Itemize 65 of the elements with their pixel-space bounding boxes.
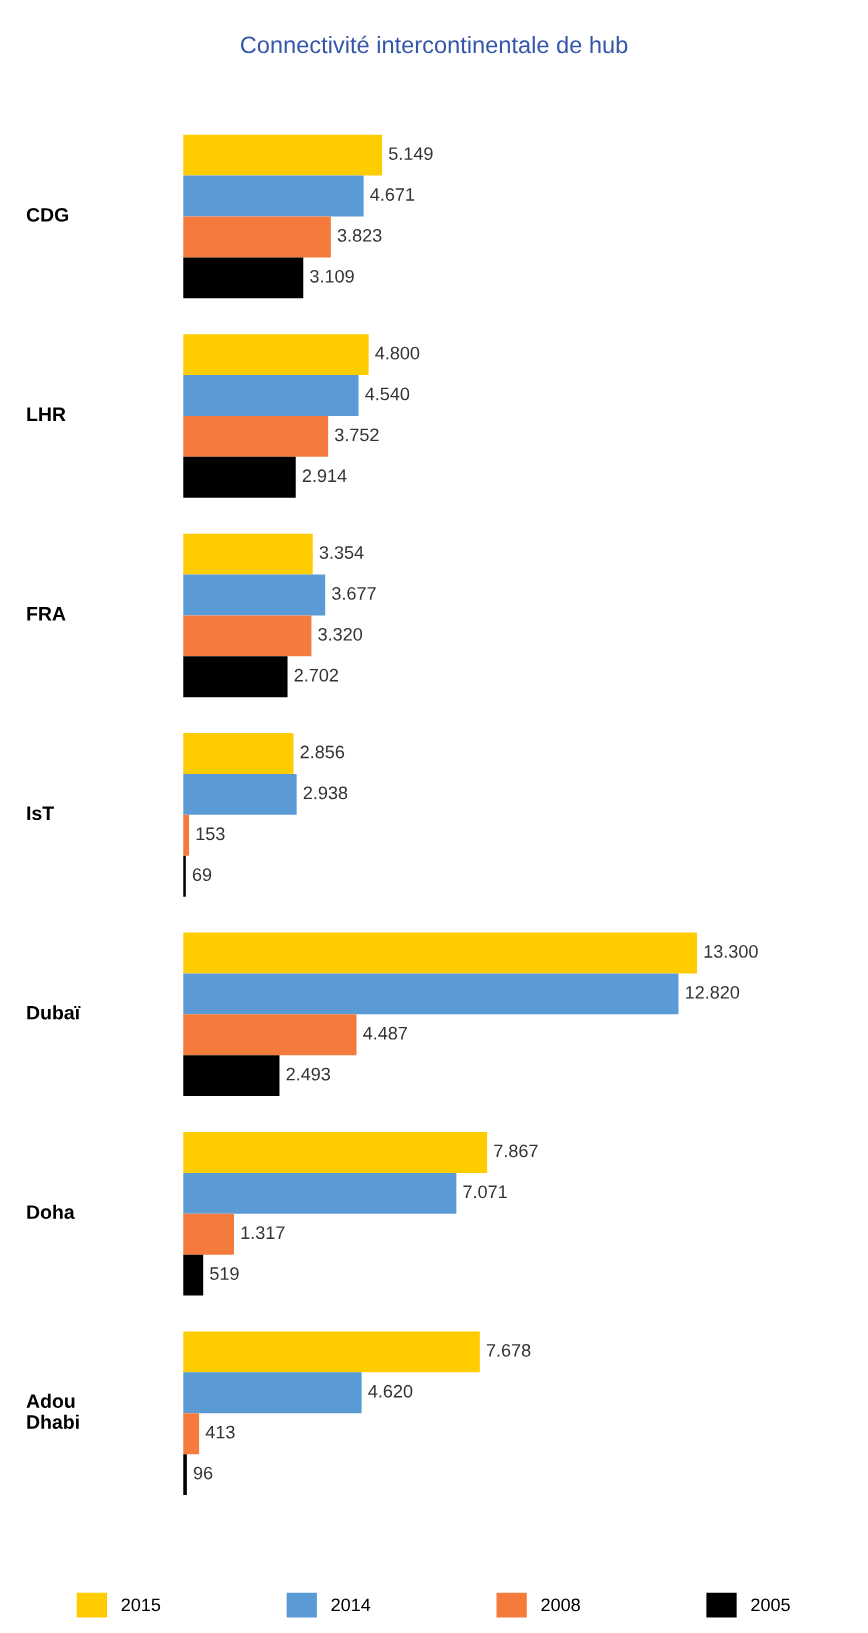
data-label: 12.820 [686,985,740,999]
bar [183,1055,280,1097]
bar [183,1254,204,1296]
data-label: 2.914 [302,469,347,483]
data-label: 7.867 [494,1144,538,1158]
data-label: 4.487 [363,1026,407,1040]
data-label: 3.109 [310,269,354,283]
data-label: 7.071 [463,1185,507,1199]
data-label: 4.620 [368,1384,413,1398]
data-label: 2.856 [300,745,345,759]
bar [183,1372,362,1414]
bar [183,375,359,416]
bar [183,334,369,376]
bar [183,134,383,176]
y-tick-label: CDG [26,207,69,222]
data-label: 3.677 [332,587,376,600]
y-tick-label: Adou Dhabi [26,1393,79,1429]
data-label: 4.800 [375,346,420,360]
data-label: 13.300 [704,945,758,958]
data-label: 519 [210,1267,239,1280]
data-label: 2.702 [294,668,338,682]
bar [183,615,312,657]
y-tick-label: Dubaï [27,1005,81,1020]
bar [183,656,288,698]
y-tick-label: FRA [27,607,66,621]
legend-label: 2015 [121,1598,161,1612]
data-label: 96 [193,1466,213,1480]
bar [183,216,331,258]
data-label: 69 [192,868,212,882]
bar [183,1331,480,1373]
data-label: 3.320 [318,627,363,641]
bar [183,257,304,299]
data-label: 4.540 [365,387,410,401]
bar [183,932,698,974]
data-label: 1.317 [241,1226,285,1240]
bar [183,456,296,498]
bar [183,1014,357,1056]
bar [183,1132,488,1173]
data-label: 413 [205,1425,235,1439]
bar [183,533,313,575]
data-label: 4.671 [370,188,415,201]
bar [183,415,329,457]
data-label: 5.149 [388,147,433,160]
y-tick-label: IsT [27,806,54,821]
bar [183,1413,200,1455]
legend-label: 2005 [751,1598,790,1612]
y-tick-label: Doha [27,1204,75,1220]
data-label: 3.752 [334,428,379,442]
bar [183,175,364,217]
data-label: 2.493 [286,1067,331,1081]
legend-label: 2008 [541,1598,580,1612]
bar [183,1213,235,1255]
data-label: 153 [196,827,225,841]
bar [183,1172,457,1214]
chart-title: Connectivité intercontinentale de hub [240,35,628,54]
bar [183,574,326,616]
data-label: 7.678 [486,1343,531,1357]
bar [183,973,679,1015]
data-label: 3.354 [319,546,364,559]
bar [183,733,294,774]
data-label: 3.823 [337,228,382,242]
data-label: 2.938 [303,786,348,800]
legend-label: 2014 [331,1598,371,1612]
bar [183,773,297,815]
y-tick-label: LHR [27,407,66,421]
